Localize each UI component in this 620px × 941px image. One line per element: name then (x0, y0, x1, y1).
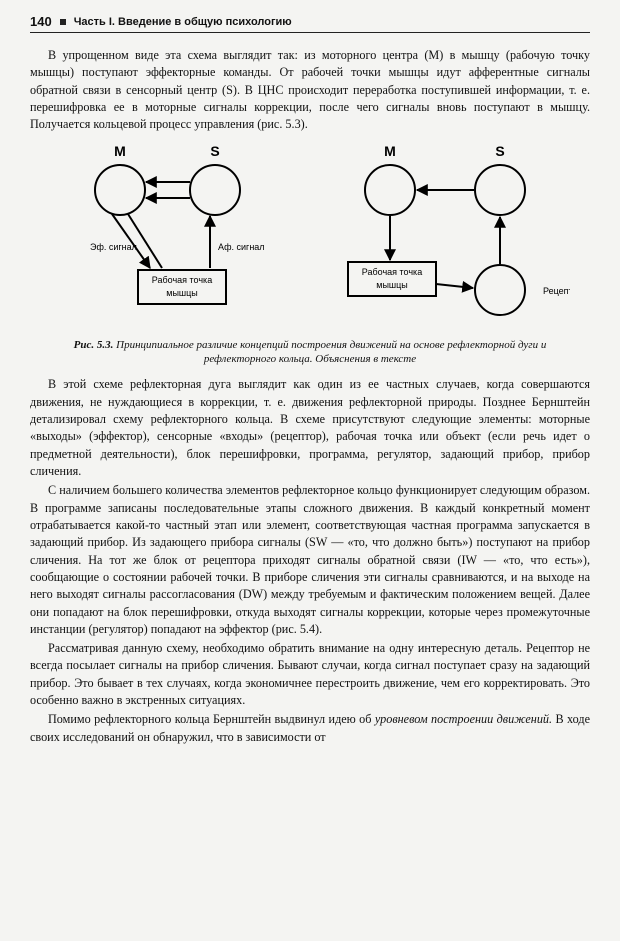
label-s-right: S (495, 143, 504, 159)
box-left-line2: мышцы (166, 288, 198, 298)
caption-label: Рис. 5.3. (74, 339, 114, 351)
figure-caption: Рис. 5.3. Принципиальное различие концеп… (70, 338, 550, 367)
page-number: 140 (30, 14, 52, 29)
label-m-right: M (384, 143, 396, 159)
node-m-right (365, 165, 415, 215)
node-receptor (475, 265, 525, 315)
bullet-icon (60, 19, 66, 25)
box-right-line1: Рабочая точка (362, 267, 422, 277)
edge-box-to-rec (436, 284, 473, 288)
box-left-line1: Рабочая точка (152, 275, 212, 285)
node-s-left (190, 165, 240, 215)
label-receptor: Рецептор (543, 286, 570, 296)
node-m-left (95, 165, 145, 215)
part-title: Часть I. Введение в общую психологию (74, 16, 292, 28)
p5-a: Помимо рефлекторного кольца Бернштейн вы… (48, 712, 375, 726)
node-s-right (475, 165, 525, 215)
diagram-right: M S Рецептор Рабочая точка мышцы (348, 143, 570, 315)
label-m-left: M (114, 143, 126, 159)
figure-5-3: M S Эф. сигнал Аф. сигнал Рабочая точка … (30, 142, 590, 367)
paragraph-3: С наличием большего количества элементов… (30, 482, 590, 638)
label-af-signal: Аф. сигнал (218, 242, 265, 252)
paragraph-4: Рассматривая данную схему, необходимо об… (30, 640, 590, 709)
label-ef-signal: Эф. сигнал (90, 242, 137, 252)
paragraph-2: В этой схеме рефлекторная дуга выглядит … (30, 376, 590, 480)
paragraph-5: Помимо рефлекторного кольца Бернштейн вы… (30, 711, 590, 746)
diagram-left: M S Эф. сигнал Аф. сигнал Рабочая точка … (90, 143, 265, 304)
label-s-left: S (210, 143, 219, 159)
box-right-line2: мышцы (376, 280, 408, 290)
paragraph-1: В упрощенном виде эта схема выглядит так… (30, 47, 590, 134)
figure-svg: M S Эф. сигнал Аф. сигнал Рабочая точка … (50, 142, 570, 332)
caption-text: Принципиальное различие концепций постро… (116, 339, 546, 365)
page: 140 Часть I. Введение в общую психологию… (0, 0, 620, 941)
page-header: 140 Часть I. Введение в общую психологию (30, 14, 590, 33)
p5-italic: уровневом построении движений. (375, 712, 552, 726)
